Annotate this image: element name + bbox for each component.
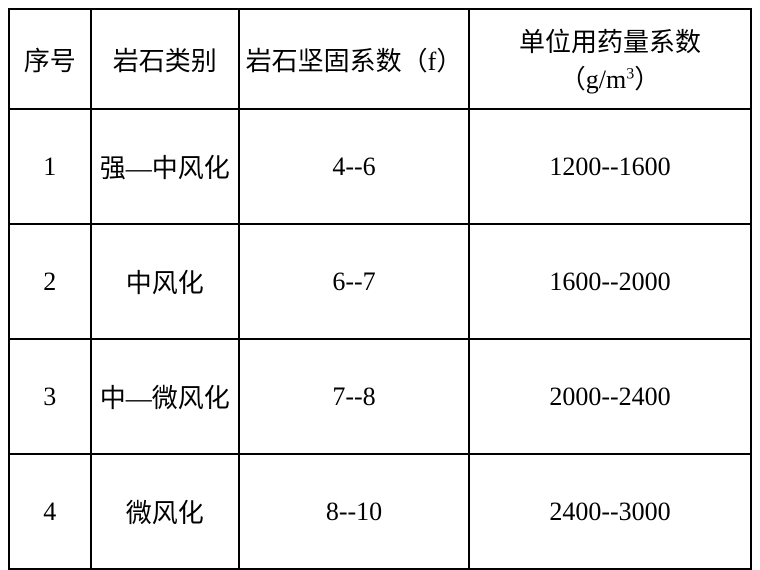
- cell-category: 强—中风化: [91, 109, 239, 224]
- header-firmness: 岩石坚固系数（f）: [239, 9, 469, 109]
- rock-params-table: 序号 岩石类别 岩石坚固系数（f） 单位用药量系数（g/m3） 1 强—中风化 …: [8, 8, 752, 570]
- cell-dosage: 2000--2400: [469, 339, 751, 454]
- cell-seq: 3: [9, 339, 91, 454]
- header-dosage: 单位用药量系数（g/m3）: [469, 9, 751, 109]
- cell-category: 中—微风化: [91, 339, 239, 454]
- table-body: 1 强—中风化 4--6 1200--1600 2 中风化 6--7 1600-…: [9, 109, 751, 569]
- table-header: 序号 岩石类别 岩石坚固系数（f） 单位用药量系数（g/m3）: [9, 9, 751, 109]
- cell-seq: 4: [9, 454, 91, 569]
- cell-seq: 2: [9, 224, 91, 339]
- table-row: 3 中—微风化 7--8 2000--2400: [9, 339, 751, 454]
- table-row: 1 强—中风化 4--6 1200--1600: [9, 109, 751, 224]
- cell-firmness: 6--7: [239, 224, 469, 339]
- cell-category: 微风化: [91, 454, 239, 569]
- cell-firmness: 7--8: [239, 339, 469, 454]
- cell-dosage: 1600--2000: [469, 224, 751, 339]
- table-row: 4 微风化 8--10 2400--3000: [9, 454, 751, 569]
- header-seq: 序号: [9, 9, 91, 109]
- cell-firmness: 8--10: [239, 454, 469, 569]
- header-row: 序号 岩石类别 岩石坚固系数（f） 单位用药量系数（g/m3）: [9, 9, 751, 109]
- cell-category: 中风化: [91, 224, 239, 339]
- header-category: 岩石类别: [91, 9, 239, 109]
- cell-seq: 1: [9, 109, 91, 224]
- cell-dosage: 1200--1600: [469, 109, 751, 224]
- cell-dosage: 2400--3000: [469, 454, 751, 569]
- table-row: 2 中风化 6--7 1600--2000: [9, 224, 751, 339]
- cell-firmness: 4--6: [239, 109, 469, 224]
